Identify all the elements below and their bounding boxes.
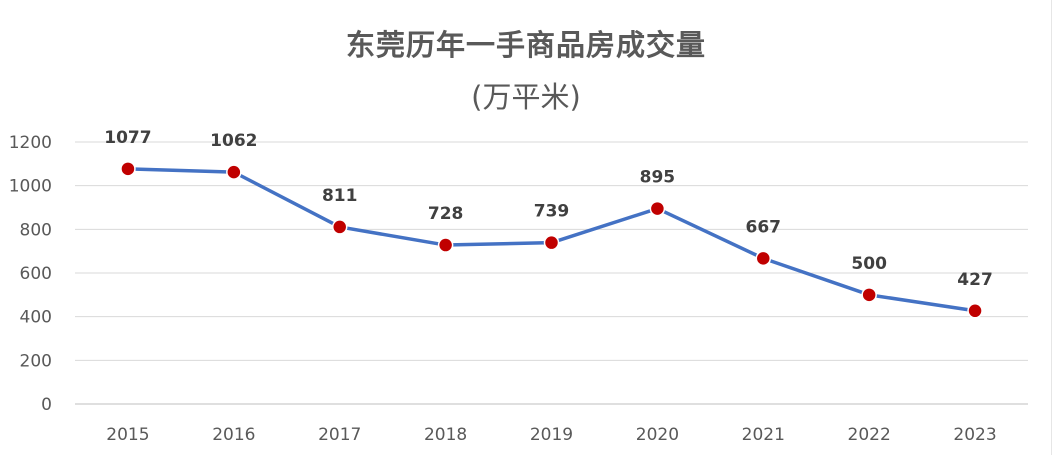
data-label: 895 [640, 168, 676, 188]
data-point [437, 237, 454, 253]
x-tick-label: 2020 [636, 425, 679, 445]
data-point [649, 200, 666, 217]
data-label: 739 [534, 202, 570, 222]
x-tick-label: 2016 [212, 425, 255, 445]
y-tick-label: 0 [41, 395, 52, 415]
y-tick-label: 400 [20, 308, 52, 328]
data-label: 1062 [210, 131, 257, 151]
data-point [967, 303, 983, 319]
data-point [755, 250, 772, 267]
data-label: 500 [851, 254, 887, 274]
data-label: 728 [428, 204, 464, 224]
data-point [120, 161, 136, 177]
x-tick-label: 2017 [318, 425, 361, 445]
x-tick-label: 2021 [742, 425, 785, 445]
data-point [543, 234, 560, 251]
data-point [861, 287, 877, 303]
data-label: 667 [746, 217, 782, 237]
data-point [226, 164, 242, 180]
data-label: 811 [322, 186, 358, 206]
x-tick-label: 2018 [424, 425, 467, 445]
x-tick-label: 2022 [848, 425, 891, 445]
y-tick-label: 1000 [9, 177, 52, 197]
chart-subtitle: (万平米) [471, 80, 581, 114]
y-tick-label: 800 [20, 220, 52, 240]
y-tick-label: 600 [20, 264, 52, 284]
data-label: 427 [957, 270, 993, 290]
data-point [331, 219, 348, 235]
x-tick-label: 2019 [530, 425, 573, 445]
x-tick-label: 2015 [106, 425, 149, 445]
chart-title: 东莞历年一手商品房成交量 [345, 28, 706, 62]
x-tick-label: 2023 [953, 425, 996, 445]
data-label: 1077 [104, 128, 151, 148]
y-tick-label: 200 [20, 351, 52, 371]
y-tick-label: 1200 [9, 133, 52, 153]
